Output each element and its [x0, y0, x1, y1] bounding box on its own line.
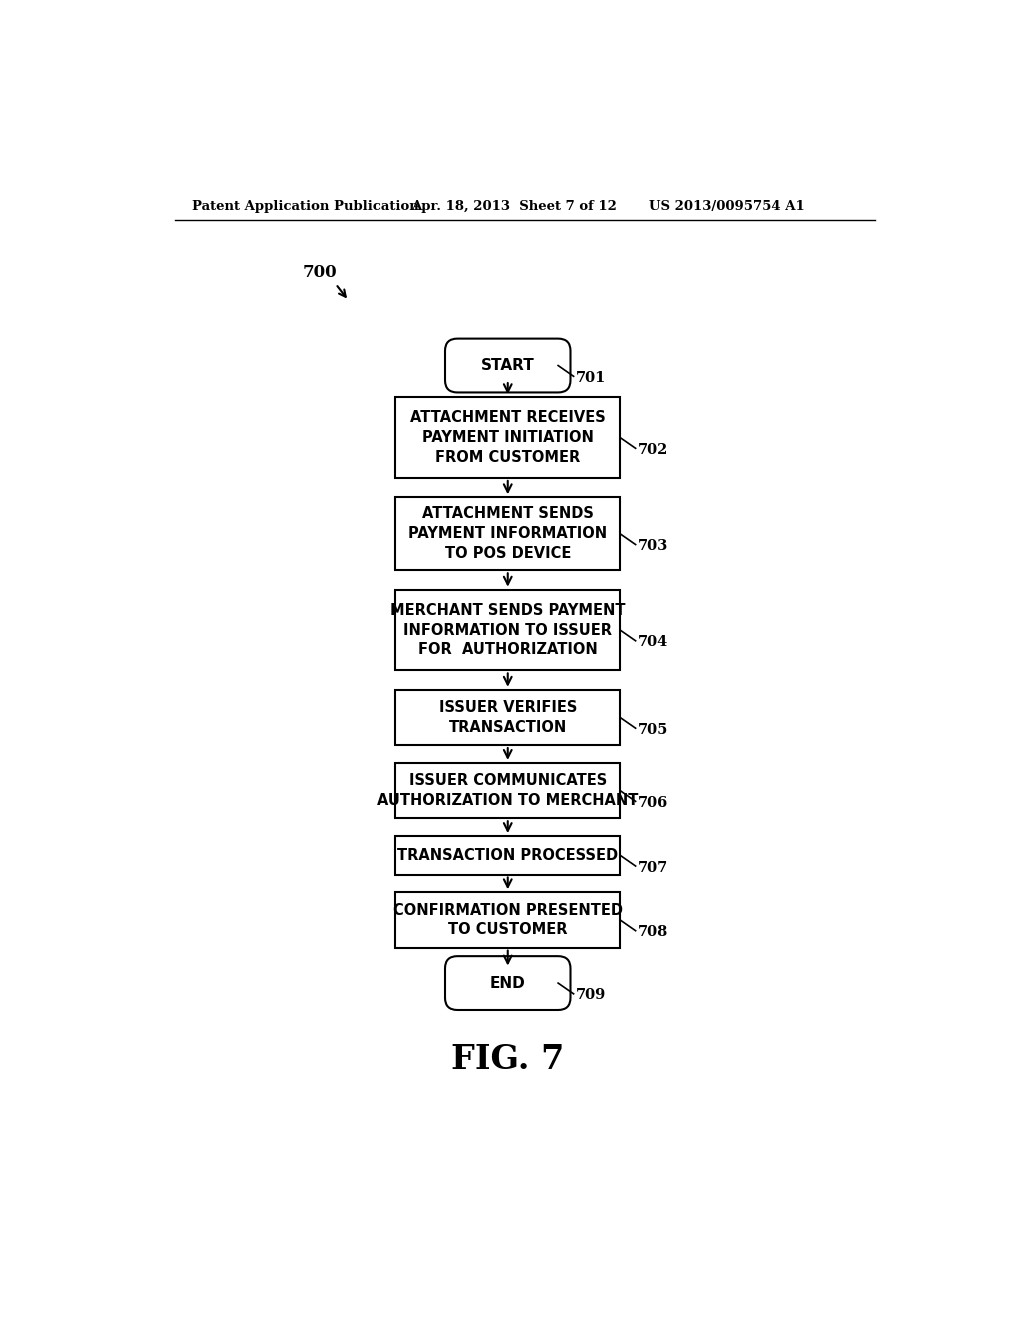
Text: ISSUER VERIFIES
TRANSACTION: ISSUER VERIFIES TRANSACTION: [438, 700, 577, 735]
Text: 702: 702: [638, 442, 669, 457]
Text: ATTACHMENT RECEIVES
PAYMENT INITIATION
FROM CUSTOMER: ATTACHMENT RECEIVES PAYMENT INITIATION F…: [410, 411, 605, 465]
Text: FIG. 7: FIG. 7: [451, 1043, 564, 1076]
Text: 703: 703: [638, 539, 669, 553]
FancyBboxPatch shape: [445, 339, 570, 392]
Bar: [395, 397, 621, 478]
Text: MERCHANT SENDS PAYMENT
INFORMATION TO ISSUER
FOR  AUTHORIZATION: MERCHANT SENDS PAYMENT INFORMATION TO IS…: [390, 603, 626, 657]
Text: CONFIRMATION PRESENTED
TO CUSTOMER: CONFIRMATION PRESENTED TO CUSTOMER: [393, 903, 623, 937]
Bar: [395, 498, 621, 570]
Bar: [395, 590, 621, 671]
Text: 709: 709: [575, 989, 606, 1002]
Text: TRANSACTION PROCESSED: TRANSACTION PROCESSED: [397, 847, 618, 863]
Text: ISSUER COMMUNICATES
AUTHORIZATION TO MERCHANT: ISSUER COMMUNICATES AUTHORIZATION TO MER…: [377, 774, 638, 808]
Text: US 2013/0095754 A1: US 2013/0095754 A1: [649, 199, 805, 213]
Bar: [395, 690, 621, 744]
Text: 706: 706: [638, 796, 669, 810]
Text: END: END: [489, 975, 525, 990]
Text: 708: 708: [638, 925, 669, 940]
Text: 705: 705: [638, 723, 669, 737]
Text: 704: 704: [638, 635, 669, 649]
Bar: [395, 892, 621, 948]
Text: Apr. 18, 2013  Sheet 7 of 12: Apr. 18, 2013 Sheet 7 of 12: [411, 199, 616, 213]
Bar: [395, 836, 621, 875]
Text: Patent Application Publication: Patent Application Publication: [191, 199, 418, 213]
Text: START: START: [481, 358, 535, 374]
FancyBboxPatch shape: [445, 956, 570, 1010]
Text: 700: 700: [303, 264, 338, 281]
Text: ATTACHMENT SENDS
PAYMENT INFORMATION
TO POS DEVICE: ATTACHMENT SENDS PAYMENT INFORMATION TO …: [409, 507, 607, 561]
Bar: [395, 763, 621, 818]
Text: 707: 707: [638, 861, 669, 875]
Text: 701: 701: [575, 371, 606, 385]
